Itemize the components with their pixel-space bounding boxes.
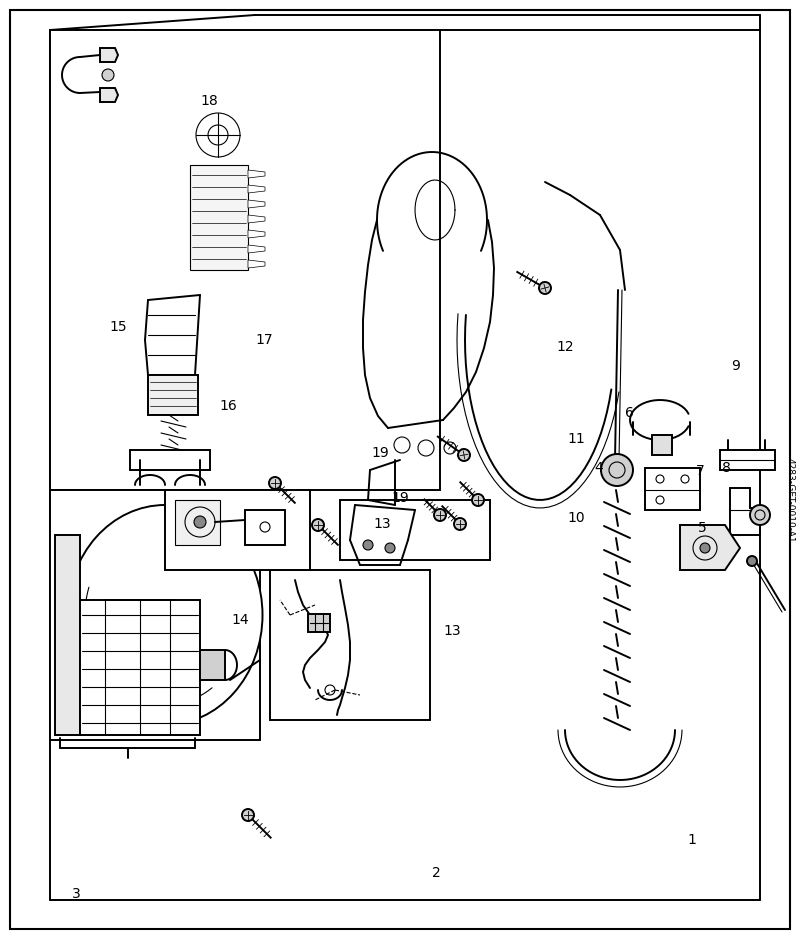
Text: 2: 2 [432,867,440,880]
Text: 4: 4 [594,461,602,474]
Polygon shape [248,215,265,223]
Circle shape [601,454,633,486]
Text: 12: 12 [556,341,574,354]
Polygon shape [340,500,490,560]
Polygon shape [652,435,672,455]
Text: 18: 18 [201,95,218,108]
Polygon shape [190,165,248,270]
Text: 9: 9 [731,360,741,373]
Polygon shape [80,600,200,735]
Text: 4283-GET-0010-A1: 4283-GET-0010-A1 [786,457,794,543]
Polygon shape [130,450,210,470]
Text: 13: 13 [443,624,461,638]
Polygon shape [645,468,700,510]
Text: 15: 15 [110,320,127,333]
Polygon shape [200,650,225,680]
Text: 19: 19 [391,491,409,504]
Text: 14: 14 [231,613,249,626]
Polygon shape [50,490,260,740]
Polygon shape [50,30,440,490]
Ellipse shape [67,505,262,725]
Polygon shape [248,230,265,238]
Polygon shape [248,200,265,208]
Polygon shape [165,490,310,570]
Circle shape [750,505,770,525]
Circle shape [454,518,466,530]
Text: 19: 19 [371,446,389,459]
Text: 5: 5 [698,521,706,534]
Text: 11: 11 [567,433,585,446]
Text: 7: 7 [696,465,704,478]
Circle shape [472,494,484,506]
Polygon shape [100,48,118,62]
Circle shape [242,809,254,821]
Circle shape [385,543,395,553]
Polygon shape [720,450,775,470]
Polygon shape [100,88,118,102]
Circle shape [269,477,281,489]
Polygon shape [680,525,740,570]
Polygon shape [308,614,330,632]
Polygon shape [248,260,265,268]
Circle shape [194,516,206,528]
Text: 6: 6 [625,407,634,420]
Polygon shape [248,170,265,178]
Text: 16: 16 [219,399,237,412]
Polygon shape [148,375,198,415]
Polygon shape [248,245,265,253]
Text: 17: 17 [255,333,273,346]
Text: 1: 1 [687,834,697,847]
Circle shape [458,449,470,461]
Circle shape [363,540,373,550]
Text: 8: 8 [722,461,731,474]
Polygon shape [270,570,430,720]
Circle shape [434,509,446,521]
Text: 13: 13 [374,517,391,531]
Circle shape [747,556,757,566]
Circle shape [312,519,324,531]
Polygon shape [55,535,80,735]
Polygon shape [175,500,220,545]
Circle shape [102,69,114,81]
Polygon shape [248,185,265,193]
Text: 3: 3 [72,887,80,901]
Circle shape [700,543,710,553]
Circle shape [539,282,551,294]
Text: 10: 10 [567,512,585,525]
Polygon shape [730,488,760,535]
